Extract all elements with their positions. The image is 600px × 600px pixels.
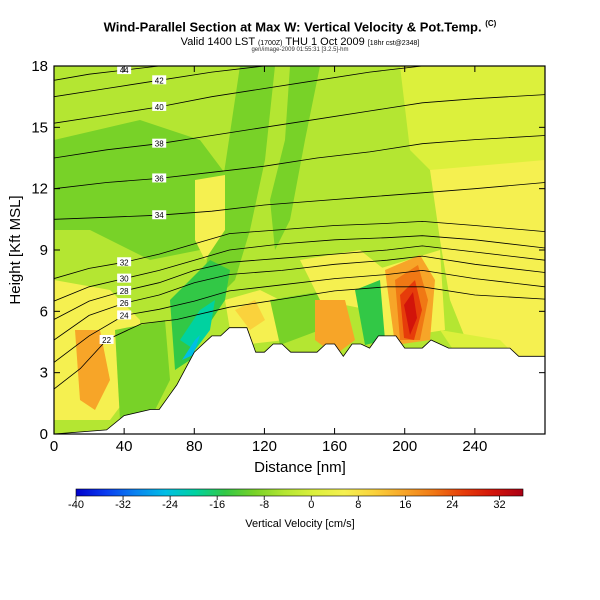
velocity-region-green-upper-left bbox=[54, 120, 230, 260]
colorbar-tick-label: 24 bbox=[446, 499, 458, 511]
velocity-region-orange-middle bbox=[315, 300, 355, 355]
x-axis-label: Distance [nm] bbox=[254, 459, 346, 476]
contour-label-30: 30 bbox=[120, 275, 129, 284]
copyright-mark: (C) bbox=[485, 19, 497, 28]
velocity-region-green-near-plume bbox=[355, 280, 385, 345]
velocity-region-yellow-mid bbox=[195, 175, 225, 260]
x-tick-label: 40 bbox=[116, 438, 133, 455]
y-tick-label: 18 bbox=[31, 58, 48, 75]
contour-label-28: 28 bbox=[120, 287, 129, 296]
x-tick-label: 0 bbox=[50, 438, 58, 455]
velocity-field bbox=[54, 66, 545, 420]
contour-label-36: 36 bbox=[155, 174, 164, 183]
colorbar-tick-label: -16 bbox=[209, 499, 225, 511]
chart-subtitle: Valid 1400 LST (1700Z) THU 1 Oct 2009 [1… bbox=[180, 36, 420, 48]
contour-label-bg bbox=[152, 173, 167, 183]
colorbar: -40 -32 -24 -16 -8 0 8 16 24 32 Vertical Velocity… bbox=[68, 488, 524, 530]
contour-label-bg bbox=[117, 310, 132, 320]
contour-label-bg bbox=[152, 138, 167, 148]
isentrope-36 bbox=[54, 135, 545, 190]
contour-label-bg bbox=[152, 210, 167, 220]
chart-title: Wind-Parallel Section at Max W: Vertical… bbox=[103, 19, 497, 35]
terrain-mask bbox=[54, 327, 545, 434]
y-tick-label: 9 bbox=[40, 242, 48, 259]
isentrope-line-1 bbox=[229, 286, 545, 308]
contour-label-22: 22 bbox=[102, 336, 111, 345]
colorbar-tick-label: 32 bbox=[493, 499, 505, 511]
contour-label-bg bbox=[117, 285, 132, 295]
y-tick-label: 15 bbox=[31, 119, 48, 136]
isentrope-22 bbox=[54, 306, 230, 390]
velocity-region-deep-red-core bbox=[404, 292, 417, 335]
chart-credit: gen/image-2009 01:55:31 [3.2.5]-hm bbox=[251, 47, 349, 53]
x-tick-label: 120 bbox=[252, 438, 277, 455]
contour-label-26: 26 bbox=[120, 299, 129, 308]
colorbar-tick-label: -24 bbox=[162, 499, 178, 511]
contour-label-34: 34 bbox=[155, 211, 164, 220]
colorbar-ticks: -40 -32 -24 -16 -8 0 8 16 24 32 bbox=[68, 496, 506, 511]
contour-label-38: 38 bbox=[155, 140, 164, 149]
x-axis-ticks: 0 40 80 120 160 200 240 bbox=[50, 66, 487, 455]
colorbar-tick-label: 8 bbox=[355, 499, 361, 511]
y-tick-label: 6 bbox=[40, 303, 48, 320]
isentrope-44 bbox=[54, 66, 163, 81]
x-tick-label: 80 bbox=[186, 438, 203, 455]
contour-label-bg bbox=[117, 273, 132, 283]
contour-label-bg bbox=[152, 101, 167, 111]
y-axis-label: Height [Kft MSL] bbox=[7, 195, 24, 304]
y-tick-label: 3 bbox=[40, 365, 48, 382]
contour-label-24: 24 bbox=[120, 311, 129, 320]
contour-label-bg bbox=[117, 298, 132, 308]
contour-label-32: 32 bbox=[120, 258, 129, 267]
contour-label-40: 40 bbox=[155, 103, 164, 112]
contour-label-bg bbox=[99, 334, 114, 344]
x-tick-label: 240 bbox=[462, 438, 487, 455]
contour-label-bg bbox=[117, 257, 132, 267]
velocity-region-orange-ridge-east bbox=[235, 300, 265, 330]
velocity-region-green-lower-left bbox=[115, 320, 170, 420]
isentrope-34 bbox=[54, 182, 545, 220]
contour-label-42: 42 bbox=[155, 76, 164, 85]
colorbar-label: Vertical Velocity [cm/s] bbox=[245, 518, 354, 530]
x-tick-label: 200 bbox=[392, 438, 417, 455]
isentrope-38 bbox=[54, 94, 545, 159]
y-tick-label: 0 bbox=[40, 426, 48, 443]
colorbar-tick-label: -40 bbox=[68, 499, 84, 511]
colorbar-tick-label: 16 bbox=[399, 499, 411, 511]
velocity-region-blue-ridge bbox=[182, 335, 200, 360]
contour-label-bg bbox=[152, 75, 167, 85]
velocity-region-orange-left bbox=[75, 330, 110, 410]
isentrope-42 bbox=[54, 66, 268, 98]
velocity-region-green-upper bbox=[270, 66, 320, 250]
colorbar-tick-label: 0 bbox=[308, 499, 314, 511]
y-tick-label: 12 bbox=[31, 181, 48, 198]
velocity-region-yellow-right bbox=[430, 160, 545, 360]
velocity-region-green-column bbox=[205, 66, 275, 300]
colorbar-tick-label: -8 bbox=[259, 499, 269, 511]
colorbar-strip bbox=[75, 488, 524, 497]
isentrope-40 bbox=[54, 66, 428, 124]
colorbar-tick-label: -32 bbox=[115, 499, 131, 511]
x-tick-label: 160 bbox=[322, 438, 347, 455]
